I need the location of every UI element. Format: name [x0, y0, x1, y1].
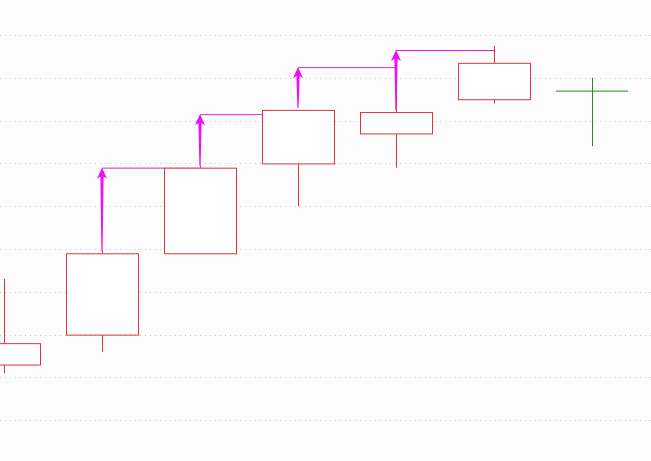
gridlines: [0, 35, 651, 421]
candle-body: [164, 167, 237, 255]
candle-body: [360, 112, 433, 135]
arrow-markers: [97, 49, 401, 252]
candle-body: [66, 253, 139, 336]
candle-body: [262, 109, 335, 165]
arrow-marker: [391, 49, 401, 111]
arrow-marker: [293, 67, 303, 108]
arrow-marker: [97, 167, 107, 252]
candle-body: [458, 62, 531, 101]
arrow-marker: [195, 114, 205, 166]
candles: [0, 45, 628, 374]
candle-body: [0, 343, 41, 366]
